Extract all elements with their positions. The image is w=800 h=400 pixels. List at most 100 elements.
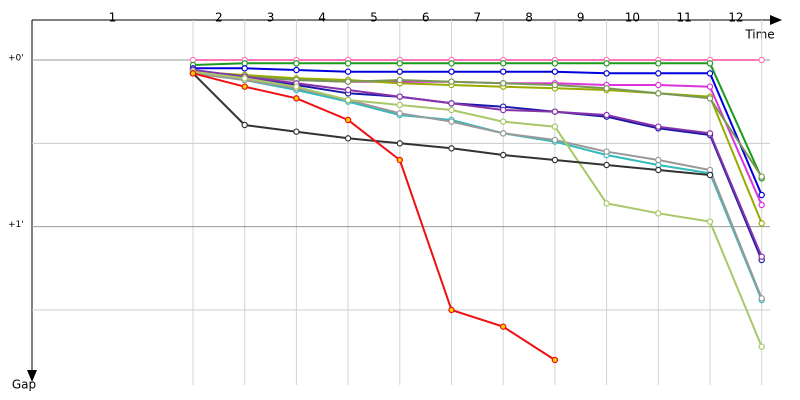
y-tick-label: +1' bbox=[8, 220, 24, 230]
point bbox=[655, 166, 662, 174]
point bbox=[500, 80, 507, 87]
point bbox=[655, 81, 662, 89]
series-line bbox=[192, 69, 763, 258]
point bbox=[500, 106, 507, 114]
point bbox=[706, 171, 714, 179]
point bbox=[344, 78, 352, 85]
point bbox=[551, 156, 559, 164]
x-tick-label: 6 bbox=[422, 11, 430, 25]
point bbox=[344, 60, 352, 67]
series-line bbox=[192, 72, 763, 299]
point bbox=[396, 101, 403, 109]
point bbox=[655, 156, 662, 164]
point bbox=[293, 60, 300, 67]
point bbox=[603, 148, 610, 155]
point bbox=[448, 100, 455, 107]
point bbox=[706, 218, 714, 225]
point bbox=[500, 323, 507, 330]
point bbox=[603, 60, 610, 67]
point bbox=[706, 60, 714, 67]
point bbox=[396, 60, 403, 67]
x-tick-label: 7 bbox=[474, 11, 482, 25]
point bbox=[293, 128, 300, 135]
point bbox=[758, 191, 765, 199]
point bbox=[758, 343, 765, 350]
point bbox=[655, 90, 662, 97]
point bbox=[189, 70, 197, 77]
point bbox=[655, 60, 662, 67]
point bbox=[551, 356, 559, 364]
point bbox=[603, 111, 610, 119]
series-line bbox=[192, 62, 763, 179]
point bbox=[241, 121, 248, 129]
x-tick-label: 8 bbox=[525, 11, 533, 25]
point bbox=[551, 60, 559, 67]
point bbox=[500, 151, 507, 159]
x-tick-label: 9 bbox=[577, 11, 585, 25]
point bbox=[551, 136, 559, 144]
point bbox=[603, 161, 610, 169]
point bbox=[551, 108, 559, 115]
point bbox=[758, 253, 765, 260]
point bbox=[603, 85, 610, 92]
point bbox=[396, 93, 403, 100]
x-axis-label: Time bbox=[744, 28, 774, 42]
point bbox=[706, 70, 714, 77]
point bbox=[448, 68, 455, 75]
point bbox=[344, 135, 352, 142]
point bbox=[241, 83, 248, 90]
point bbox=[448, 145, 455, 152]
series-line bbox=[192, 72, 556, 361]
point bbox=[758, 295, 765, 302]
point bbox=[603, 70, 610, 77]
point bbox=[448, 306, 455, 314]
point bbox=[500, 68, 507, 75]
point bbox=[500, 60, 507, 67]
point bbox=[448, 106, 455, 114]
x-tick-label: 4 bbox=[318, 11, 326, 25]
point bbox=[448, 78, 455, 85]
point bbox=[344, 68, 352, 75]
point bbox=[603, 200, 610, 207]
point bbox=[500, 118, 507, 125]
point bbox=[551, 81, 559, 89]
x-tick-label: 11 bbox=[677, 11, 692, 25]
point bbox=[241, 65, 248, 72]
point bbox=[344, 116, 352, 124]
x-tick-label: 5 bbox=[370, 11, 378, 25]
point bbox=[241, 75, 248, 82]
point bbox=[344, 86, 352, 94]
point bbox=[344, 96, 352, 104]
point bbox=[706, 95, 714, 102]
point bbox=[706, 83, 714, 90]
series-line bbox=[193, 67, 763, 196]
point bbox=[396, 110, 403, 117]
y-axis-label: Gap bbox=[12, 378, 36, 392]
point bbox=[758, 56, 765, 64]
point bbox=[396, 156, 403, 164]
point bbox=[551, 68, 559, 75]
point bbox=[396, 140, 403, 147]
point bbox=[293, 95, 300, 102]
point bbox=[396, 76, 403, 84]
point bbox=[448, 60, 455, 67]
y-tick-label: +0' bbox=[8, 54, 24, 64]
y-axis-arrow bbox=[27, 370, 37, 382]
point bbox=[500, 130, 507, 137]
series-line bbox=[192, 72, 763, 206]
lines bbox=[189, 56, 765, 364]
point bbox=[758, 220, 765, 227]
series-line bbox=[192, 72, 763, 178]
x-tick-label: 10 bbox=[625, 11, 640, 25]
x-tick-label: 12 bbox=[728, 11, 743, 25]
x-tick-label: 1 bbox=[109, 11, 117, 25]
point bbox=[396, 68, 403, 75]
point bbox=[758, 201, 765, 209]
x-axis-arrow bbox=[770, 15, 782, 25]
x-tick-label: 3 bbox=[267, 11, 275, 25]
point bbox=[293, 66, 300, 74]
point bbox=[293, 83, 300, 90]
point bbox=[655, 123, 662, 130]
point bbox=[706, 130, 714, 137]
